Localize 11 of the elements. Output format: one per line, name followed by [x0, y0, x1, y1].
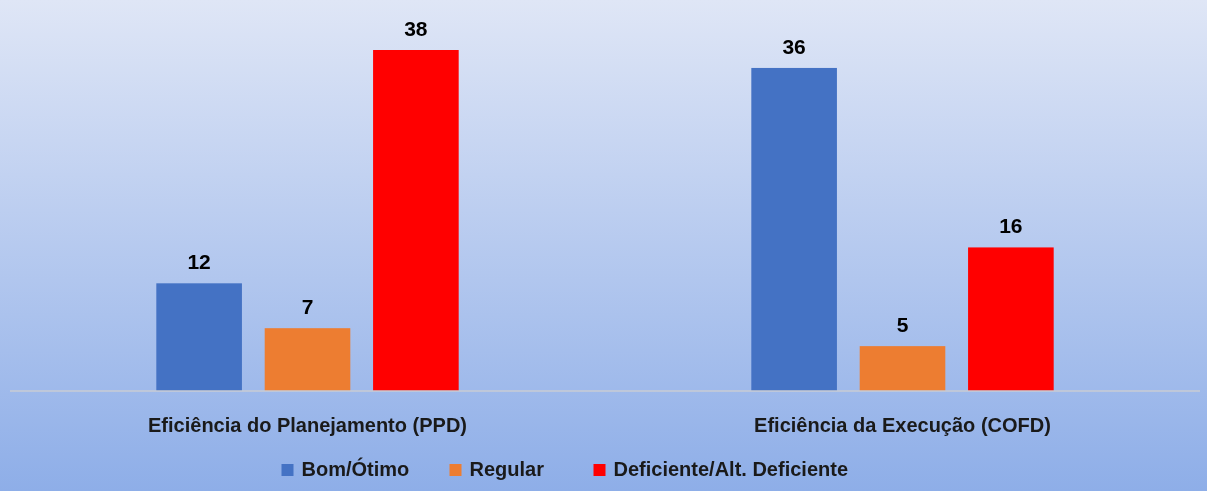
x-tick-label: Eficiência da Execução (COFD) — [754, 414, 1051, 436]
data-label: 16 — [999, 214, 1023, 238]
data-label: 38 — [404, 17, 428, 40]
legend-label: Deficiente/Alt. Deficiente — [613, 458, 849, 480]
data-label: 12 — [187, 250, 211, 274]
legend-label: Bom/Ótimo — [301, 457, 410, 480]
data-label: 36 — [782, 34, 806, 58]
data-label: 7 — [301, 295, 314, 319]
legend-label: Regular — [469, 458, 545, 480]
x-tick-label: Eficiência do Planejamento (PPD) — [148, 414, 467, 436]
data-label: 5 — [896, 313, 909, 337]
